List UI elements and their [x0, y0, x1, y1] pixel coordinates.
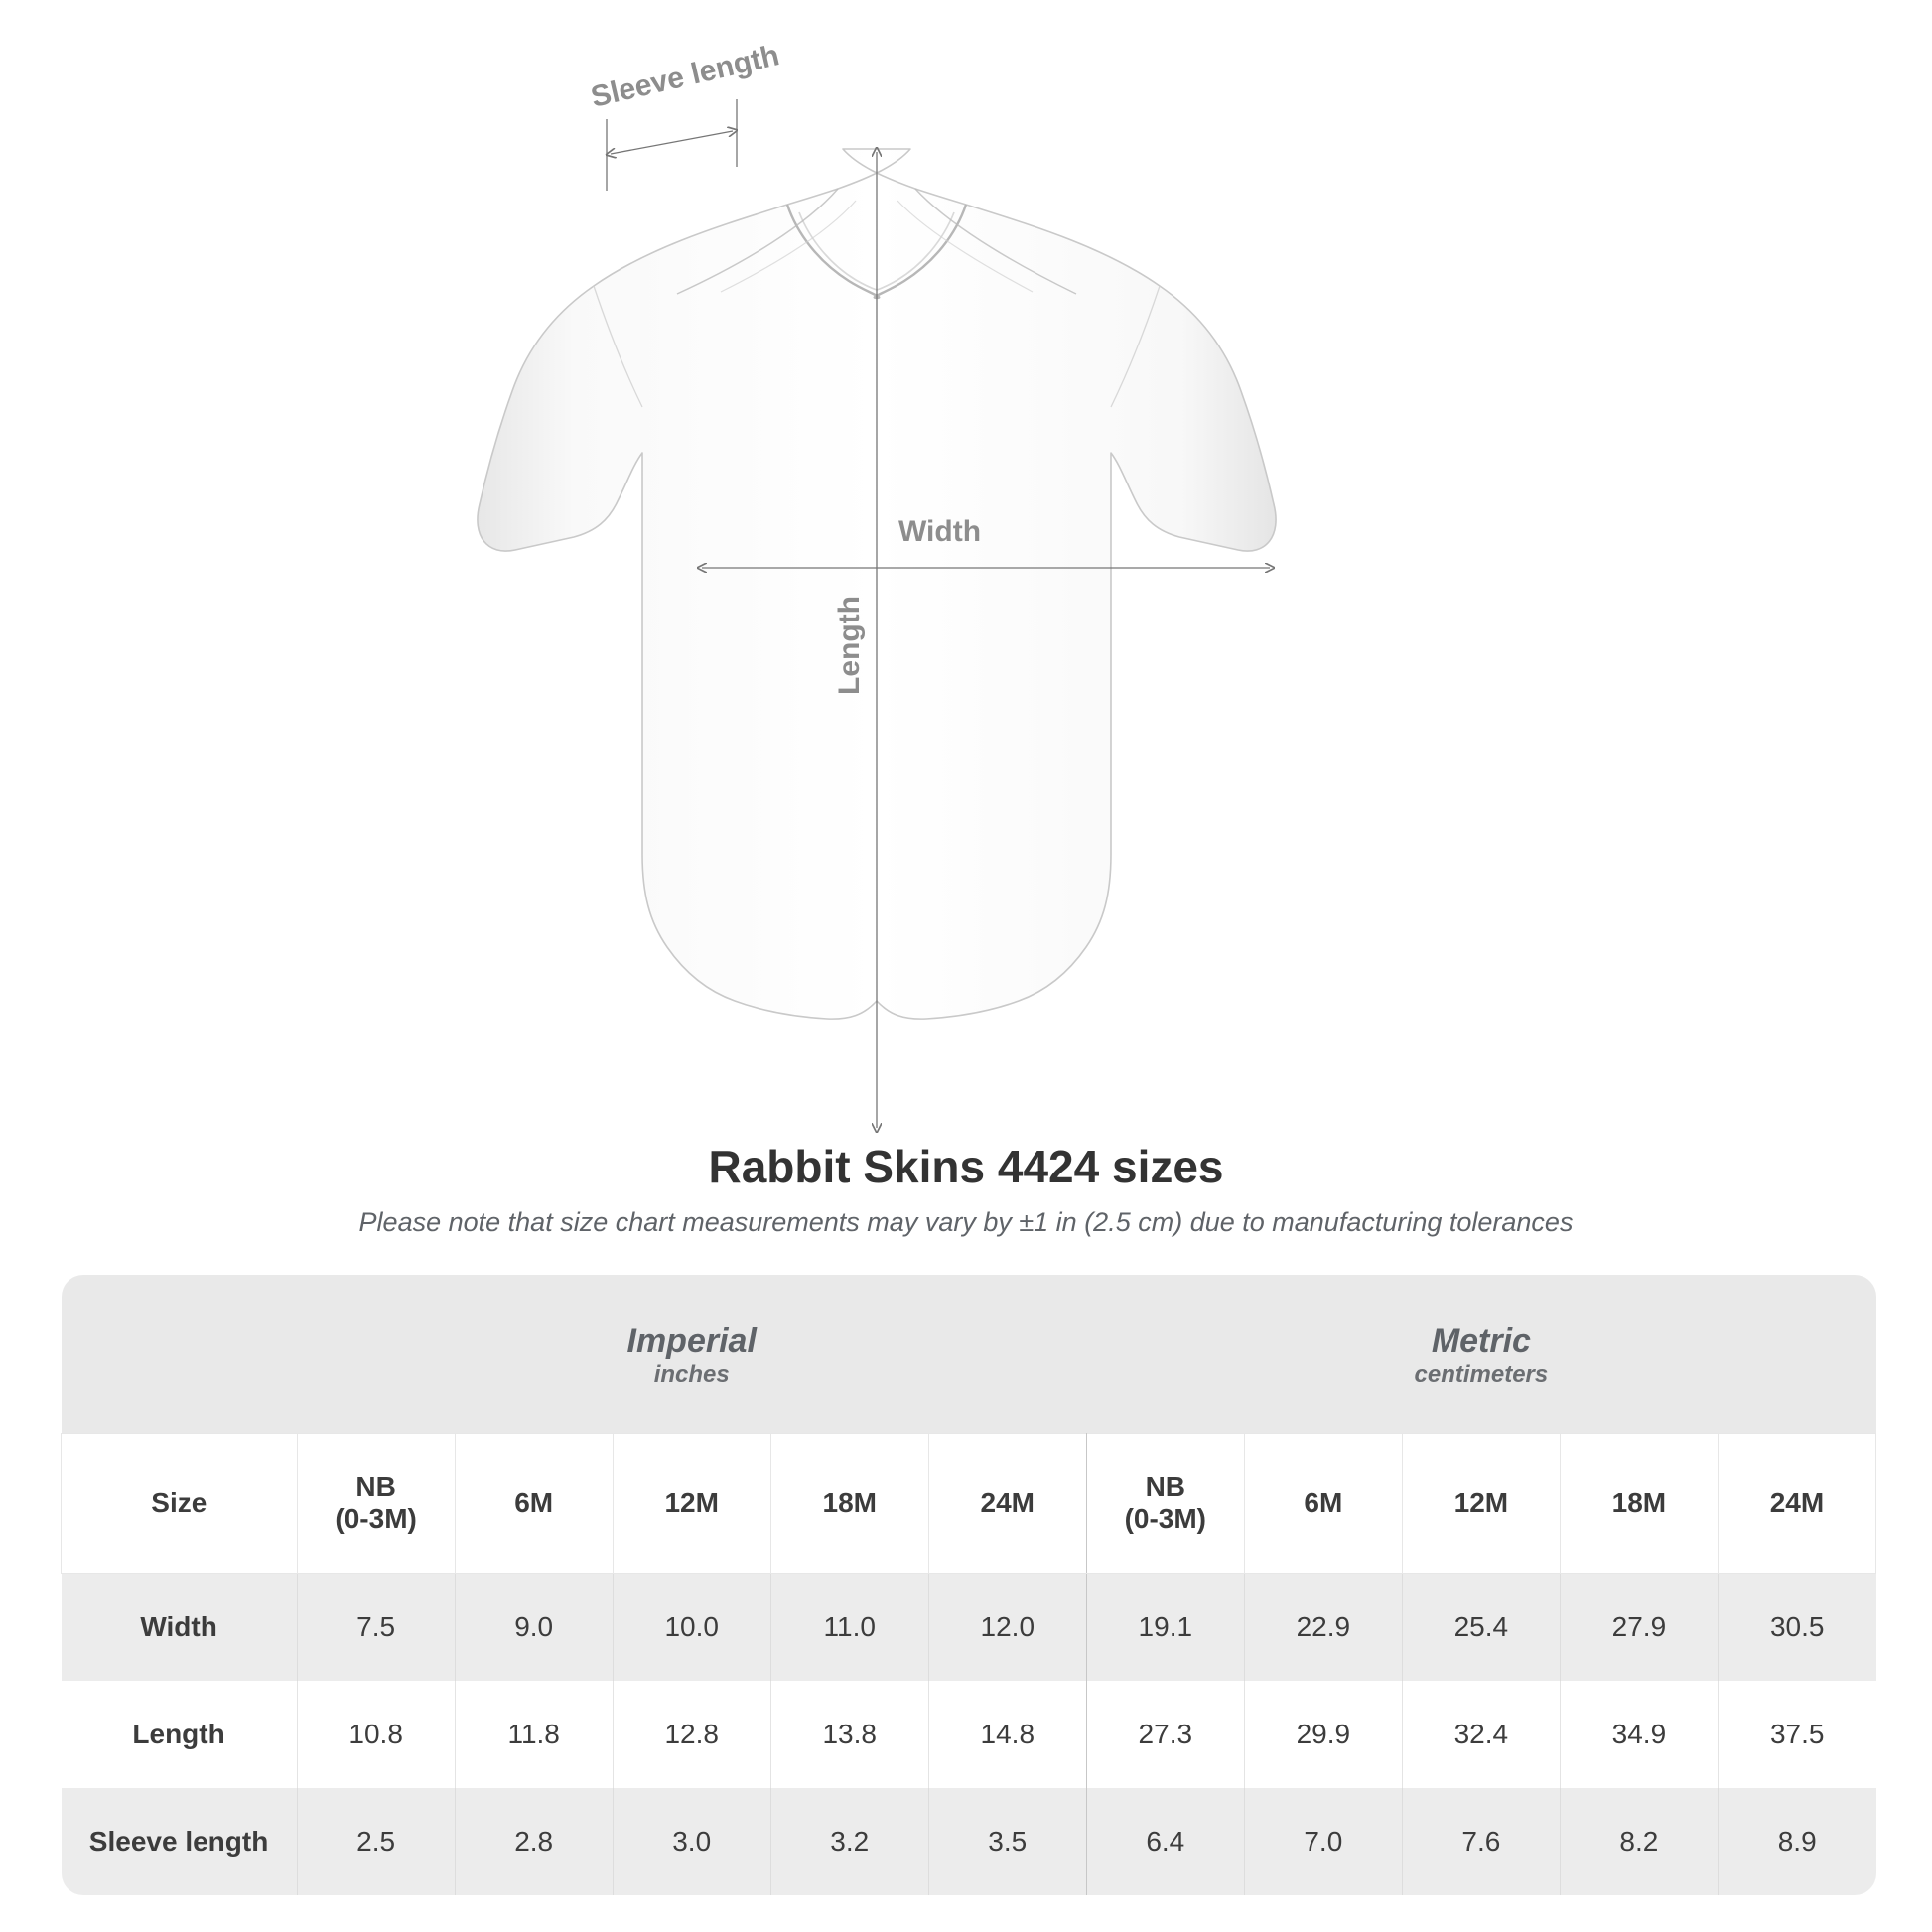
svg-text:Sleeve length: Sleeve length — [588, 39, 782, 114]
svg-text:Width: Width — [898, 515, 981, 548]
svg-text:Length: Length — [833, 596, 866, 695]
